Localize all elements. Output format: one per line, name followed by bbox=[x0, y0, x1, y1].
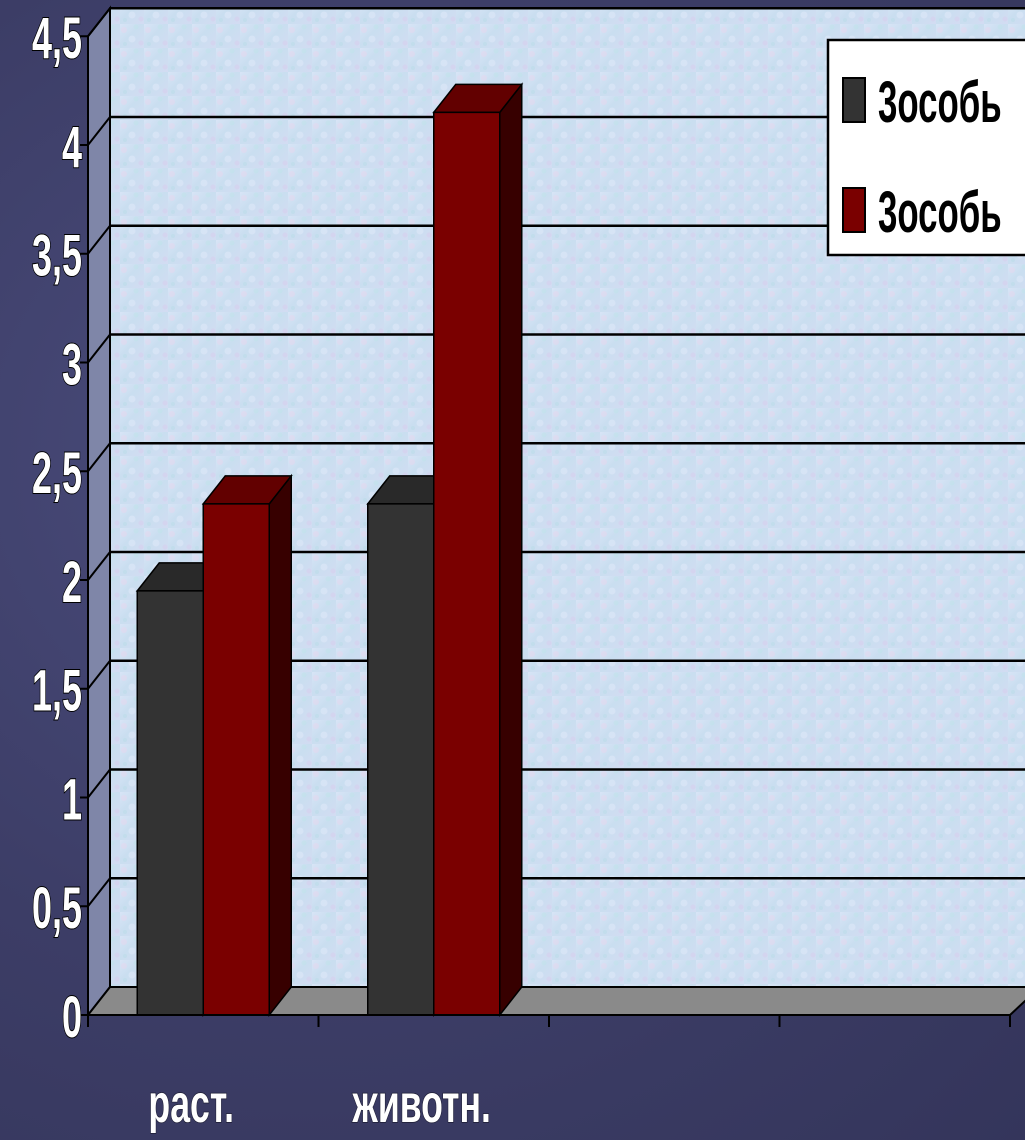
y-axis: 0 0,5 1 1,5 2 2,5 3 3,5 4 4,5 bbox=[31, 6, 89, 1051]
legend-label: 3особь bbox=[878, 181, 1002, 245]
gridline-side bbox=[87, 442, 111, 472]
y-tick-label: 0 bbox=[62, 985, 82, 1050]
bar bbox=[201, 473, 293, 1018]
bar-front bbox=[202, 503, 270, 1016]
y-tick-label: 1,5 bbox=[32, 659, 82, 724]
bar-front bbox=[367, 503, 435, 1016]
gridline-side bbox=[87, 333, 111, 364]
gridline-side bbox=[87, 660, 111, 690]
bar-front bbox=[433, 111, 501, 1016]
y-tick-label: 4,5 bbox=[32, 7, 82, 72]
gridline-side bbox=[87, 877, 111, 907]
y-tick-label: 3,5 bbox=[32, 224, 82, 289]
legend: 3особь 3особь bbox=[826, 38, 1025, 257]
bar bbox=[432, 82, 524, 1018]
x-category-label: животн. bbox=[352, 1074, 491, 1134]
legend-swatch bbox=[842, 187, 866, 233]
y-tick-label: 3 bbox=[62, 333, 82, 398]
side-wall bbox=[87, 5, 111, 1018]
y-tick-label: 1 bbox=[62, 768, 82, 833]
y-tick-label: 2,5 bbox=[32, 442, 82, 507]
bars-group bbox=[135, 82, 524, 1018]
legend-label: 3особь bbox=[878, 71, 1002, 135]
gridline-side bbox=[87, 7, 111, 37]
y-tick-label: 0,5 bbox=[32, 877, 82, 942]
legend-swatch bbox=[842, 77, 866, 123]
y-tick-label: 2 bbox=[62, 550, 82, 615]
gridline-side bbox=[87, 116, 111, 146]
bar-side bbox=[268, 473, 292, 1018]
bar-front bbox=[136, 590, 204, 1016]
gridline-side bbox=[87, 768, 111, 799]
y-tick-label: 4 bbox=[62, 115, 82, 180]
x-category-label: раст. bbox=[148, 1074, 234, 1134]
bar-side bbox=[499, 82, 523, 1018]
gridline-side bbox=[87, 551, 111, 581]
x-axis: раст. животн. bbox=[87, 1014, 1011, 1134]
gridline-side bbox=[87, 225, 111, 255]
